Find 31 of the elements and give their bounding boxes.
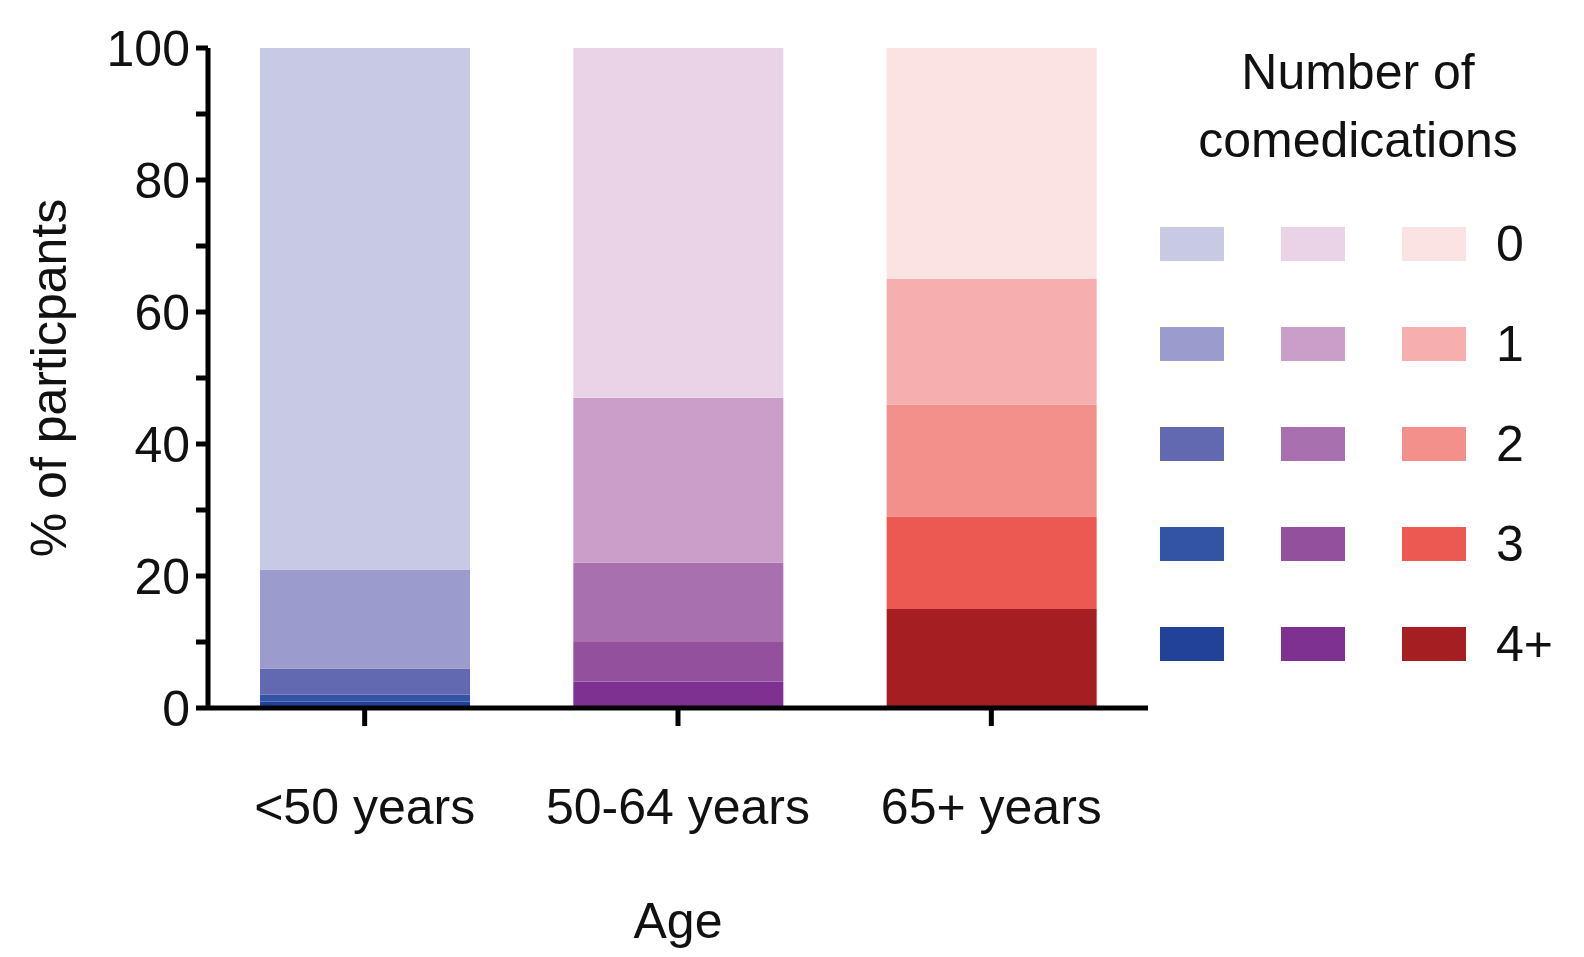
bar xyxy=(886,404,1097,517)
bar xyxy=(886,279,1097,405)
bar xyxy=(573,642,784,682)
bar xyxy=(573,681,784,708)
y-axis-title: % of particpants xyxy=(20,198,77,558)
bar xyxy=(886,609,1097,708)
y-tick-label: 80 xyxy=(134,152,190,209)
legend-title: Number of comedications xyxy=(1197,43,1519,170)
y-tick-label: 40 xyxy=(134,416,190,473)
legend-label: 1 xyxy=(1496,315,1524,373)
bar xyxy=(573,562,784,642)
bar xyxy=(886,516,1097,609)
bar xyxy=(260,694,470,702)
bar xyxy=(886,48,1097,279)
y-tick-label: 60 xyxy=(134,284,190,341)
y-tick-label: 20 xyxy=(134,548,190,605)
x-tick-label: <50 years xyxy=(254,778,476,835)
legend-label: 3 xyxy=(1496,515,1524,573)
bar xyxy=(573,48,784,398)
bar xyxy=(573,397,784,563)
y-tick-label: 0 xyxy=(162,680,190,737)
x-axis-title: Age xyxy=(633,893,723,949)
bar xyxy=(260,48,470,570)
bar xyxy=(260,569,470,669)
x-tick-label: 50-64 years xyxy=(545,778,811,835)
bar xyxy=(260,668,470,695)
y-tick-label: 100 xyxy=(106,20,190,77)
legend-label: 2 xyxy=(1496,415,1524,473)
legend-label: 4+ xyxy=(1496,615,1554,673)
legend-label: 0 xyxy=(1496,215,1524,273)
x-tick-label: 65+ years xyxy=(880,778,1102,835)
